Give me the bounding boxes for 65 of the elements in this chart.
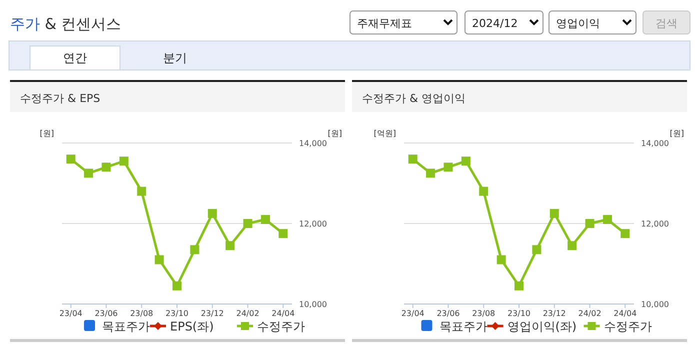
point — [66, 154, 76, 164]
x-tick-label: 23/10 — [165, 309, 189, 318]
point — [461, 156, 470, 166]
x-tick-label: 23/04 — [59, 309, 82, 318]
point — [426, 168, 436, 178]
text: 2024/12 — [472, 17, 518, 30]
x-tick-label: 23/10 — [507, 309, 531, 318]
point — [243, 219, 252, 228]
x-tick-label: 24/02 — [236, 309, 260, 318]
legend-label: 목표주가 — [439, 320, 488, 334]
legend-label: 영업이익(좌) — [507, 320, 577, 334]
x-tick-label: 23/06 — [436, 309, 460, 318]
x-tick-label: 23/04 — [401, 309, 424, 318]
x-tick-label: 24/02 — [578, 309, 602, 318]
x-tick-label: 23/08 — [130, 309, 154, 318]
text: 검색 — [656, 17, 678, 30]
point — [620, 229, 630, 238]
point — [585, 219, 594, 228]
chart-title: 수정주가 & EPS — [20, 92, 100, 105]
y-axis-title: [억원] — [374, 129, 396, 138]
legend-label: 수정주가 — [257, 320, 305, 334]
chart-title: 수정주가 & 영업이익 — [362, 92, 466, 105]
text: 14,000 — [641, 139, 669, 148]
point — [119, 156, 128, 166]
text: 14,000 — [299, 139, 327, 148]
text: 주가 & 컨센서스 — [10, 15, 122, 33]
point — [208, 208, 217, 218]
point — [568, 241, 577, 250]
text: 주재무제표 — [357, 17, 412, 30]
point — [190, 245, 200, 254]
y2-axis-title: [원] — [328, 129, 342, 138]
x-tick-label: 23/06 — [94, 309, 118, 318]
text: 10,000 — [641, 300, 669, 309]
y2-axis-title: [원] — [670, 129, 684, 138]
text: 10,000 — [299, 300, 327, 309]
point — [602, 214, 612, 224]
point — [84, 168, 94, 178]
point — [260, 214, 270, 224]
text: 영업이익 — [556, 17, 600, 30]
text: 분기 — [163, 51, 187, 65]
x-tick-label: 24/04 — [614, 309, 637, 318]
legend-label: EPS(좌) — [170, 320, 214, 334]
point — [514, 281, 524, 290]
point — [172, 281, 182, 290]
point — [444, 162, 453, 172]
x-tick-label: 23/12 — [200, 309, 224, 318]
point — [137, 186, 146, 196]
point — [550, 208, 559, 218]
y-axis-title: [원] — [40, 129, 54, 138]
x-tick-label: 24/04 — [272, 309, 295, 318]
point — [532, 245, 542, 254]
point — [479, 186, 488, 196]
point — [408, 154, 418, 164]
text: 12,000 — [641, 220, 669, 228]
legend-label: 목표주가 — [102, 320, 150, 334]
point — [154, 255, 164, 264]
point — [496, 255, 506, 264]
text: 연간 — [63, 51, 87, 65]
x-tick-label: 23/12 — [542, 309, 566, 318]
legend-label: 수정주가 — [604, 320, 652, 334]
text: 12,000 — [299, 220, 327, 228]
point — [102, 162, 111, 172]
x-tick-label: 23/08 — [472, 309, 496, 318]
point — [278, 229, 288, 238]
point — [226, 241, 235, 250]
